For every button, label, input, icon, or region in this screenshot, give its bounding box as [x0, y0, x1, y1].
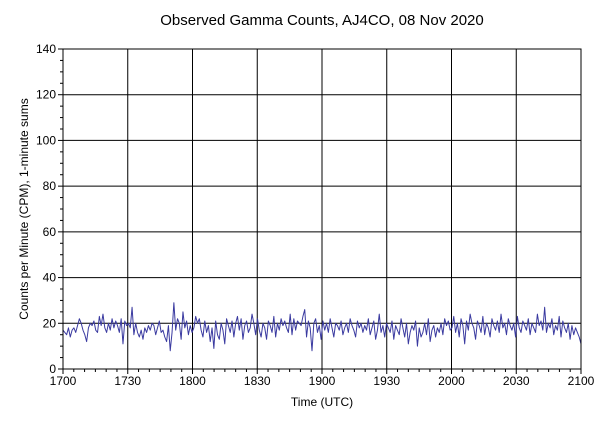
y-tick-label: 140 [36, 42, 56, 56]
x-tick-label: 2100 [568, 374, 595, 388]
y-axis-label: Counts per Minute (CPM), 1-minute sums [17, 98, 31, 319]
x-tick-label: 2000 [438, 374, 465, 388]
y-tick-label: 60 [43, 225, 57, 239]
y-tick-label: 80 [43, 179, 57, 193]
y-tick-label: 120 [36, 88, 56, 102]
label-layer: 1700 1730 1800 1830 1900 1930 2000 2030 2100 0 20 4… [36, 42, 595, 388]
y-tick-label: 0 [49, 362, 56, 376]
x-tick-label: 2030 [503, 374, 530, 388]
x-tick-label: 1800 [179, 374, 206, 388]
series-layer [62, 302, 582, 352]
x-tick-label: 1730 [114, 374, 141, 388]
x-tick-label: 1830 [244, 374, 271, 388]
y-tick-label: 100 [36, 133, 56, 147]
x-tick-label: 1930 [373, 374, 400, 388]
y-tick-label: 40 [43, 271, 57, 285]
y-tick-label: 20 [43, 316, 57, 330]
chart-title: Observed Gamma Counts, AJ4CO, 08 Nov 202… [160, 12, 484, 29]
grid-layer [63, 49, 581, 369]
x-tick-label: 1900 [309, 374, 336, 388]
series-line-0 [62, 302, 582, 352]
x-tick-label: 1700 [50, 374, 77, 388]
x-axis-label: Time (UTC) [291, 395, 353, 409]
plot-frame [62, 48, 582, 370]
